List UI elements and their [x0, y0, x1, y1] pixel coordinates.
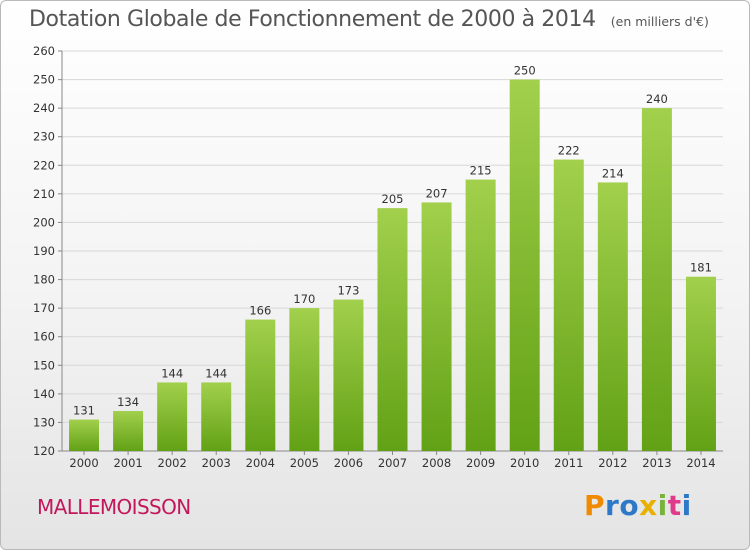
- bar-value-label: 134: [117, 395, 139, 409]
- bar-value-label: 240: [646, 92, 668, 106]
- bar: [245, 319, 276, 451]
- x-tick-label: 2003: [202, 456, 231, 470]
- x-tick-label: 2002: [158, 456, 187, 470]
- logo-letter: i: [681, 489, 692, 522]
- x-tick-label: 2007: [378, 456, 407, 470]
- bar: [553, 159, 584, 452]
- bar-value-label: 144: [205, 366, 227, 380]
- proxiti-logo[interactable]: Proxiti: [584, 489, 692, 522]
- logo-letter: P: [584, 489, 606, 522]
- bar: [377, 208, 408, 451]
- bar-value-label: 131: [73, 404, 95, 418]
- bar-value-label: 214: [602, 166, 624, 180]
- y-tick-label: 200: [33, 215, 55, 229]
- x-tick-label: 2000: [69, 456, 98, 470]
- x-tick-label: 2010: [510, 456, 539, 470]
- bar: [201, 382, 232, 451]
- bar-value-label: 144: [161, 366, 183, 380]
- y-tick-label: 130: [33, 415, 55, 429]
- x-tick-labels: 2000 2001 2002 2003 2004 2005 2006 2007 2008 2009…: [69, 456, 715, 470]
- y-tick-label: 260: [33, 44, 55, 58]
- chart-unit-note: (en milliers d'€): [610, 14, 709, 29]
- logo-letter: r: [605, 489, 620, 522]
- x-tick-label: 2001: [113, 456, 142, 470]
- chart-title: Dotation Globale de Fonctionnement de 20…: [29, 7, 596, 32]
- x-tick-label: 2014: [686, 456, 715, 470]
- x-tick-label: 2005: [290, 456, 319, 470]
- bars: [69, 79, 716, 452]
- value-labels: 131 134 144 144 166 170 173 205 207 215 250 222 214 2…: [73, 64, 712, 418]
- y-tick-label: 190: [33, 244, 55, 258]
- x-tick-label: 2012: [598, 456, 627, 470]
- x-tick-label: 2008: [422, 456, 451, 470]
- bar-value-label: 173: [337, 284, 359, 298]
- chart-title-block: Dotation Globale de Fonctionnement de 20…: [29, 7, 709, 32]
- y-tick-labels: 120 130 140 150 160 170 180 190 200 210 220 230 240 2…: [33, 44, 55, 458]
- bar-value-label: 181: [690, 261, 712, 275]
- logo-letter: x: [639, 489, 658, 522]
- y-tick-label: 150: [33, 358, 55, 372]
- y-tick-label: 170: [33, 301, 55, 315]
- x-tick-label: 2009: [466, 456, 495, 470]
- x-tick-label: 2013: [642, 456, 671, 470]
- bar: [157, 382, 188, 451]
- bar-value-label: 170: [293, 292, 315, 306]
- y-tick-label: 140: [33, 387, 55, 401]
- bar: [465, 179, 496, 452]
- bar-value-label: 222: [558, 144, 580, 158]
- y-tick-label: 230: [33, 130, 55, 144]
- bar-value-label: 205: [382, 192, 404, 206]
- y-tick-label: 160: [33, 330, 55, 344]
- bar-value-label: 215: [470, 164, 492, 178]
- x-tick-label: 2006: [334, 456, 363, 470]
- bar: [113, 411, 144, 451]
- x-tick-label: 2011: [554, 456, 583, 470]
- x-tick-label: 2004: [246, 456, 275, 470]
- commune-name: MALLEMOISSON: [37, 495, 191, 519]
- bar: [69, 419, 100, 451]
- y-tick-label: 120: [33, 444, 55, 458]
- y-tick-label: 220: [33, 158, 55, 172]
- logo-letter: t: [667, 489, 682, 522]
- bar: [509, 79, 540, 452]
- logo-letter: i: [657, 489, 668, 522]
- y-tick-label: 250: [33, 73, 55, 87]
- bar: [289, 308, 320, 451]
- bar: [685, 276, 716, 451]
- logo-letter: o: [619, 489, 640, 522]
- bar: [333, 299, 364, 451]
- y-tick-label: 240: [33, 101, 55, 115]
- bar-value-label: 166: [249, 304, 271, 318]
- bar: [421, 202, 452, 451]
- bar: [641, 108, 672, 452]
- y-tick-label: 180: [33, 273, 55, 287]
- bar: [597, 182, 628, 451]
- bar-value-label: 207: [426, 186, 448, 200]
- y-tick-label: 210: [33, 187, 55, 201]
- bar-value-label: 250: [514, 64, 536, 78]
